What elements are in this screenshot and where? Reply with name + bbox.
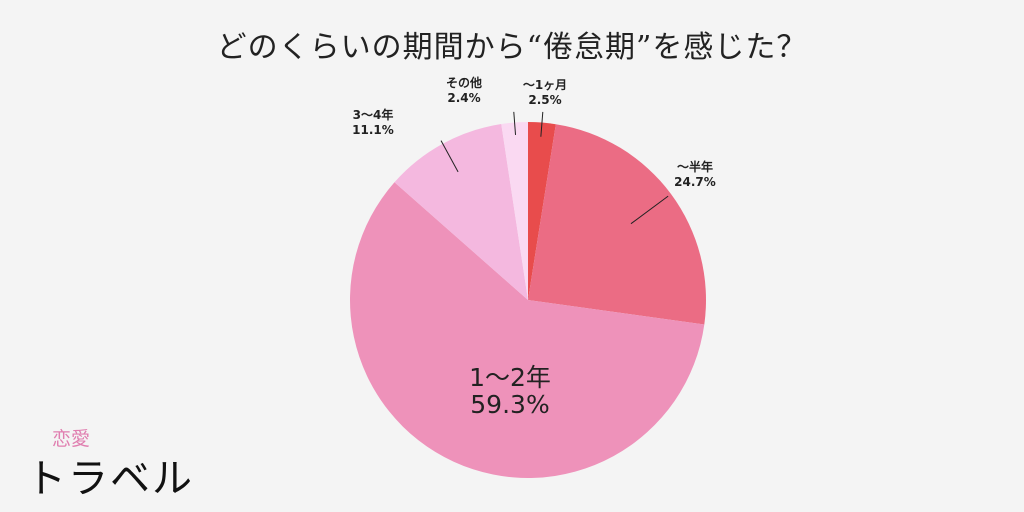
label-other: その他 2.4% (438, 76, 490, 106)
label-3-4years-value: 11.1% (352, 123, 394, 137)
label-1-2years: 1～2年 59.3% (440, 364, 580, 418)
label-1month-name: ～1ヶ月 (522, 78, 568, 92)
leader-line-half-year (630, 195, 669, 225)
label-1month: ～1ヶ月 2.5% (520, 78, 570, 108)
leader-line-3-4years (440, 140, 459, 173)
logo-love: 恋愛 (52, 428, 91, 450)
logo-travel: トラベル (26, 456, 194, 502)
leader-line-1month (540, 111, 544, 137)
label-half-year: ～半年 24.7% (668, 160, 722, 190)
pie-slice-1-2years (350, 182, 705, 478)
leader-line-other (513, 111, 517, 135)
pie-slice-half-year (528, 124, 706, 325)
pie-slice-3-4years (394, 124, 528, 300)
label-other-name: その他 (445, 76, 482, 90)
label-other-value: 2.4% (447, 91, 481, 105)
label-half-year-value: 24.7% (674, 175, 716, 189)
chart-title: どのくらいの期間から“倦怠期”を感じた？ (216, 30, 808, 65)
label-3-4years: 3～4年 11.1% (342, 108, 404, 138)
label-half-year-name: ～半年 (676, 160, 713, 174)
label-3-4years-name: 3～4年 (352, 108, 394, 122)
label-1-2years-name: 1～2年 (469, 363, 551, 392)
label-1month-value: 2.5% (528, 93, 562, 107)
pie-slice-1month (528, 122, 556, 300)
label-1-2years-value: 59.3% (470, 390, 550, 419)
pie-slice-other (501, 122, 528, 300)
